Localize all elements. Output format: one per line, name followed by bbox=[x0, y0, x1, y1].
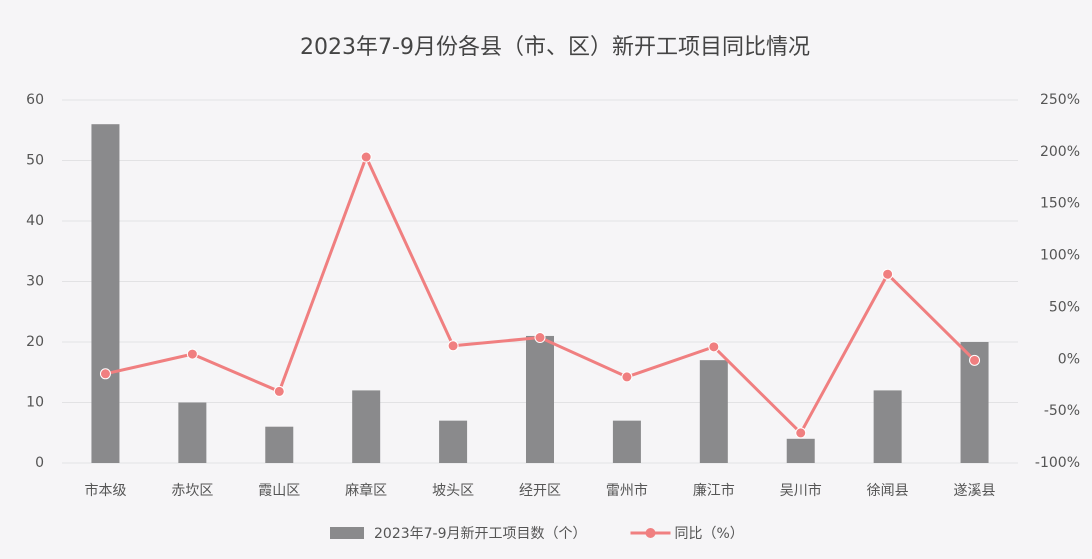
y2-tick-label: -50% bbox=[1044, 403, 1080, 419]
y-tick-label: 60 bbox=[26, 92, 44, 108]
legend-label: 同比（%） bbox=[675, 526, 744, 542]
x-tick-label: 经开区 bbox=[519, 483, 561, 499]
line-marker bbox=[273, 385, 285, 397]
line-marker bbox=[621, 371, 633, 383]
bar bbox=[352, 390, 381, 463]
y2-tick-label: 0% bbox=[1058, 351, 1080, 367]
x-tick-label: 市本级 bbox=[84, 482, 126, 499]
line-marker bbox=[360, 151, 372, 163]
legend-label: 2023年7-9月新开工项目数（个） bbox=[374, 526, 587, 542]
chart-title: 2023年7-9月份各县（市、区）新开工项目同比情况 bbox=[300, 35, 810, 60]
bar bbox=[91, 124, 120, 463]
y2-tick-label: 200% bbox=[1040, 144, 1080, 160]
line-marker bbox=[447, 340, 459, 352]
bar bbox=[612, 420, 641, 463]
bar bbox=[178, 402, 207, 463]
bar bbox=[265, 426, 294, 463]
y-tick-label: 0 bbox=[35, 455, 44, 471]
x-tick-label: 赤坎区 bbox=[171, 483, 213, 499]
y2-tick-label: 150% bbox=[1040, 196, 1080, 212]
y2-tick-label: -100% bbox=[1035, 455, 1080, 471]
x-tick-label: 遂溪县 bbox=[954, 483, 996, 499]
line-marker bbox=[708, 341, 720, 353]
y-tick-label: 50 bbox=[26, 153, 44, 169]
line-marker bbox=[99, 368, 111, 380]
x-tick-label: 雷州市 bbox=[606, 482, 648, 499]
y-tick-label: 40 bbox=[26, 213, 44, 229]
line-marker bbox=[795, 427, 807, 439]
x-tick-label: 廉江市 bbox=[693, 482, 735, 499]
legend-swatch-marker bbox=[645, 528, 656, 538]
y-tick-label: 30 bbox=[26, 274, 44, 290]
bar bbox=[699, 360, 728, 463]
x-tick-label: 坡头区 bbox=[432, 483, 474, 499]
x-tick-label: 麻章区 bbox=[345, 482, 387, 499]
x-tick-label: 徐闻县 bbox=[867, 483, 909, 499]
bar bbox=[873, 390, 902, 463]
y-tick-label: 20 bbox=[26, 334, 44, 350]
line-marker bbox=[534, 332, 546, 344]
bar bbox=[786, 438, 815, 463]
bar bbox=[439, 420, 468, 463]
y2-tick-label: 100% bbox=[1040, 248, 1080, 264]
bar bbox=[526, 335, 554, 463]
y2-tick-label: 50% bbox=[1049, 299, 1080, 315]
line-marker bbox=[969, 354, 981, 366]
y2-tick-label: 250% bbox=[1040, 92, 1080, 108]
y-tick-label: 10 bbox=[26, 395, 44, 411]
line-marker bbox=[882, 268, 894, 280]
legend-swatch bbox=[330, 527, 364, 539]
x-tick-label: 吴川市 bbox=[780, 482, 822, 499]
line-marker bbox=[186, 348, 198, 360]
x-tick-label: 霞山区 bbox=[258, 483, 300, 499]
